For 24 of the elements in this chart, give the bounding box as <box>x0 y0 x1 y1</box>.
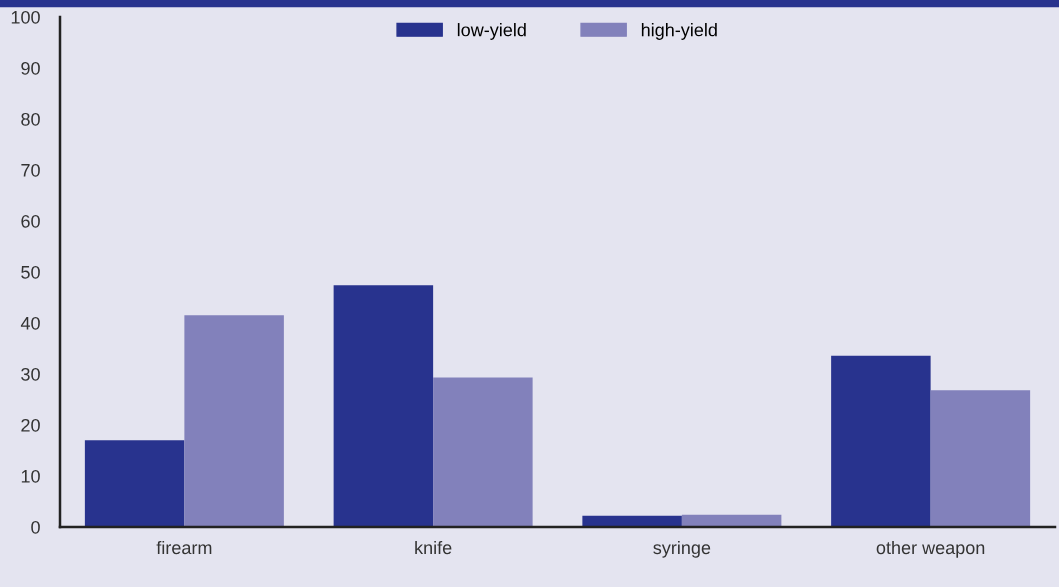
bar <box>84 440 185 527</box>
x-tick-label: knife <box>415 540 452 555</box>
y-tick-label: 0 <box>31 520 40 534</box>
y-tick-label: 20 <box>21 418 40 432</box>
y-tick-label: 80 <box>21 112 40 126</box>
y-tick-label: 30 <box>21 367 40 381</box>
bar <box>582 515 682 527</box>
x-tick-label: syringe <box>653 540 711 558</box>
legend-label: high-yield <box>641 23 717 40</box>
bar <box>831 355 931 527</box>
y-tick-label: 70 <box>21 163 40 177</box>
bar <box>930 390 1031 527</box>
y-tick-label: 60 <box>21 214 40 228</box>
bar <box>333 285 434 527</box>
legend-label: low-yield <box>457 23 526 40</box>
x-tick-label: firearm <box>156 540 212 555</box>
y-tick-label: 90 <box>21 61 40 75</box>
x-tick-label: other weapon <box>876 540 985 558</box>
bar <box>184 315 284 527</box>
y-tick-label: 10 <box>21 469 40 483</box>
bar <box>433 377 533 527</box>
y-tick-label: 40 <box>20 316 40 330</box>
y-tick-label: 100 <box>11 10 40 24</box>
y-tick-label: 50 <box>21 265 40 279</box>
